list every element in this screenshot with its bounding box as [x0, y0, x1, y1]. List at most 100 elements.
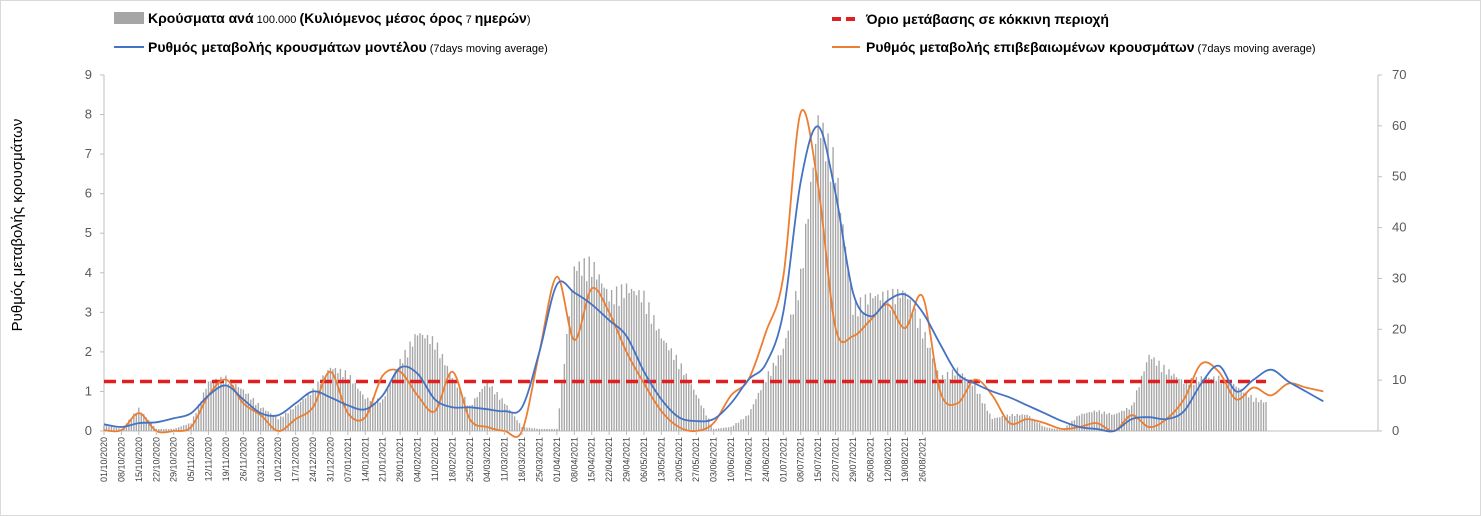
x-tick-label: 18/02/2021	[447, 437, 457, 482]
case-bar	[1223, 377, 1225, 431]
case-bar	[225, 375, 227, 431]
case-bar	[882, 291, 884, 431]
case-bar	[1155, 365, 1158, 431]
case-bar	[105, 425, 108, 431]
case-bar	[595, 279, 598, 431]
legend-bars-part6: )	[527, 14, 531, 26]
case-bar	[556, 428, 558, 431]
case-bar	[1250, 395, 1252, 431]
case-bar	[892, 288, 894, 431]
case-bar	[737, 422, 740, 431]
case-bar	[406, 357, 409, 431]
case-bar	[795, 291, 797, 431]
case-bar	[506, 405, 508, 431]
case-bar	[553, 429, 556, 431]
case-bar	[857, 316, 859, 431]
case-bar	[1023, 414, 1026, 431]
x-tick-label: 22/10/2020	[151, 437, 161, 482]
case-bar	[688, 381, 690, 431]
case-bar	[1001, 415, 1003, 431]
case-bar	[802, 268, 804, 431]
case-bar	[317, 381, 319, 431]
case-bar	[516, 420, 518, 431]
case-bar	[566, 334, 568, 431]
case-bar	[608, 301, 610, 431]
case-bar	[740, 419, 742, 431]
case-bar	[1173, 373, 1175, 431]
case-bar	[807, 218, 809, 431]
case-bar	[762, 381, 765, 431]
y-tick-label: 3	[85, 304, 92, 319]
case-bar	[1252, 401, 1255, 431]
case-bar	[894, 304, 896, 431]
case-bar	[1143, 371, 1145, 431]
case-bar	[513, 416, 516, 431]
case-bar	[984, 403, 986, 431]
case-bar	[635, 295, 638, 431]
case-bar	[956, 367, 959, 431]
case-bar	[1043, 426, 1046, 431]
case-bar	[240, 388, 242, 431]
case-bar	[1113, 414, 1115, 431]
case-bar	[800, 268, 802, 431]
case-bar	[133, 413, 135, 431]
x-tick-label: 24/06/2021	[761, 437, 771, 482]
case-bar	[720, 428, 722, 431]
case-bar	[1247, 397, 1250, 431]
case-bar	[777, 355, 780, 431]
case-bar	[476, 397, 478, 431]
case-bar	[170, 428, 172, 431]
case-bar	[217, 382, 220, 431]
case-bar	[118, 428, 120, 431]
case-bar	[374, 402, 376, 431]
case-bar	[1203, 379, 1205, 431]
case-bar	[108, 426, 110, 431]
case-bar	[663, 340, 665, 431]
x-tick-label: 27/05/2021	[691, 437, 701, 482]
case-bar	[1121, 410, 1123, 431]
case-bar	[1225, 385, 1227, 431]
x-tick-label: 01/07/2021	[778, 437, 788, 482]
case-bar	[546, 428, 548, 431]
case-bar	[842, 224, 844, 431]
case-bar	[446, 365, 449, 431]
case-bar	[267, 411, 269, 431]
x-tick-label: 08/07/2021	[796, 437, 806, 482]
case-bar	[1178, 378, 1180, 431]
case-bar	[936, 370, 939, 431]
case-bar	[461, 396, 463, 431]
x-tick-label: 04/03/2021	[482, 437, 492, 482]
case-bar	[1188, 384, 1190, 431]
case-bar	[849, 284, 852, 431]
case-bar	[732, 425, 735, 431]
case-bar	[1053, 428, 1056, 431]
case-bar	[165, 428, 167, 431]
case-bar	[386, 388, 389, 431]
rate-lines	[103, 109, 1324, 438]
case-bar	[1148, 354, 1150, 431]
case-bar	[899, 297, 901, 431]
case-bar	[887, 290, 889, 431]
case-bar	[1175, 377, 1178, 431]
case-bar	[1046, 427, 1048, 431]
case-bar	[854, 301, 857, 431]
case-bar	[1026, 414, 1028, 431]
legend-model-small: (7days moving average)	[427, 43, 548, 55]
case-bar	[934, 363, 936, 431]
case-bar	[680, 363, 682, 431]
x-tick-label: 26/08/2021	[918, 437, 928, 482]
x-tick-label: 22/07/2021	[831, 437, 841, 482]
legend-confirmed-main: Ρυθμός μεταβολής επιβεβαιωμένων κρουσμάτ…	[866, 39, 1195, 55]
case-bar	[591, 276, 593, 431]
case-bar	[710, 424, 712, 431]
case-bar	[284, 412, 287, 431]
case-bar	[115, 427, 118, 431]
case-bar	[1145, 362, 1148, 431]
case-bar	[1168, 369, 1170, 431]
case-bar	[588, 256, 590, 431]
legend-bars-part2: 100.000	[254, 14, 300, 26]
case-bar	[904, 292, 906, 431]
case-bar	[979, 393, 981, 431]
case-bar	[812, 167, 814, 431]
x-tick-label: 04/02/2021	[413, 437, 423, 482]
